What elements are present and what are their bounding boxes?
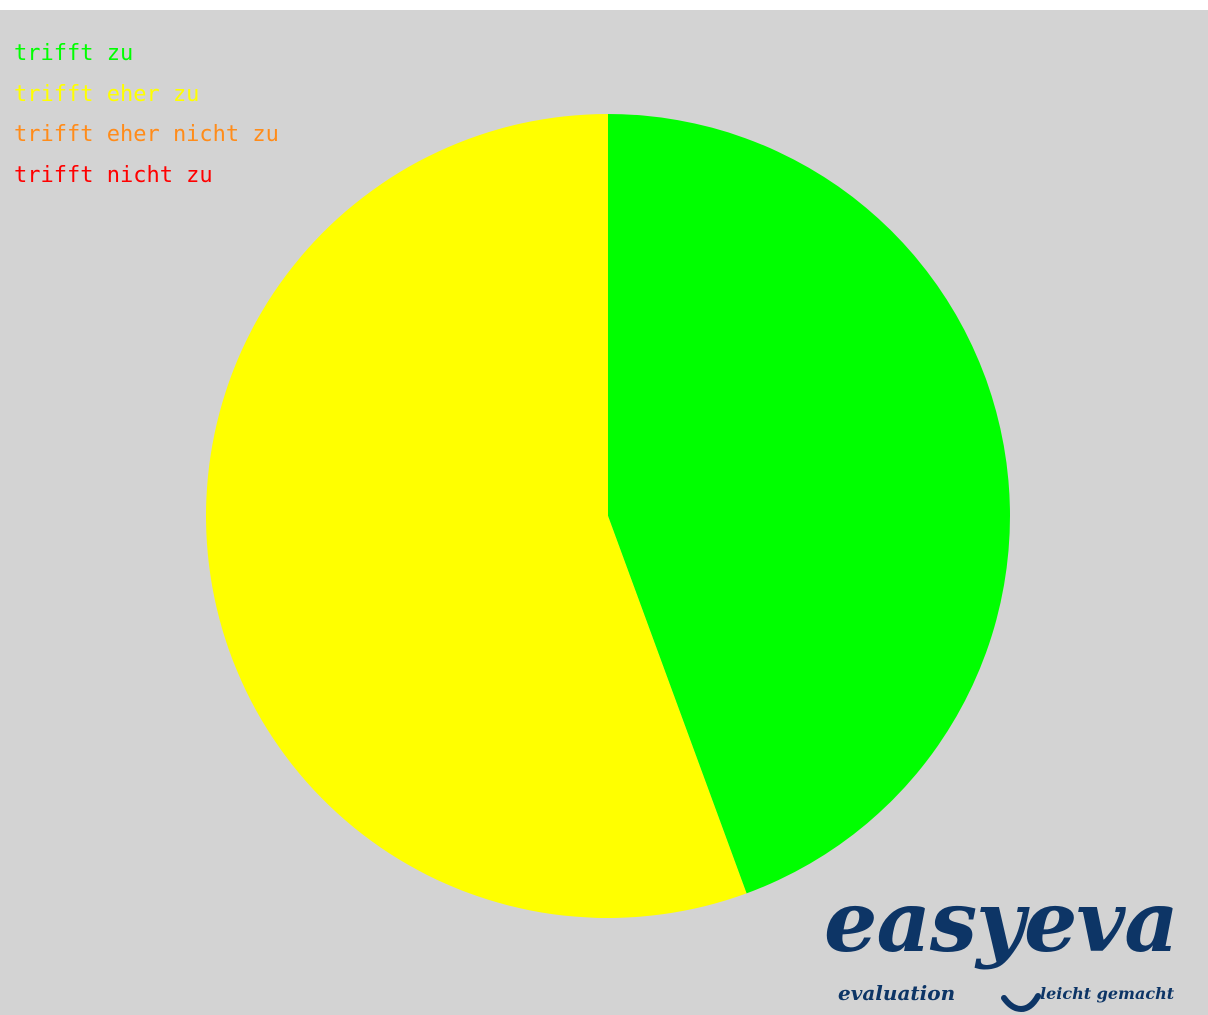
chart-canvas: trifft zu trifft eher zu trifft eher nicht… — [0, 10, 1208, 1015]
legend-item: trifft nicht zu — [14, 162, 213, 188]
logo-tagline-left: evaluation — [838, 981, 956, 1005]
pie-slice-trifft-eher-zu — [206, 114, 747, 918]
logo-swoosh-icon — [1001, 993, 1041, 1012]
easyeva-logo: easyeva evaluation leicht gemacht — [818, 872, 1198, 1015]
logo-wordmark: easyeva — [824, 872, 1179, 971]
logo-tagline-right: leicht gemacht — [1040, 984, 1175, 1003]
legend-item: trifft zu — [14, 41, 134, 66]
pie-chart — [206, 114, 1011, 918]
pie-slice-trifft-zu — [608, 114, 1011, 894]
legend-item: trifft eher zu — [14, 81, 200, 107]
chart-legend: trifft zu trifft eher zu trifft eher nicht… — [14, 34, 279, 196]
legend-item: trifft eher nicht zu — [14, 122, 279, 147]
